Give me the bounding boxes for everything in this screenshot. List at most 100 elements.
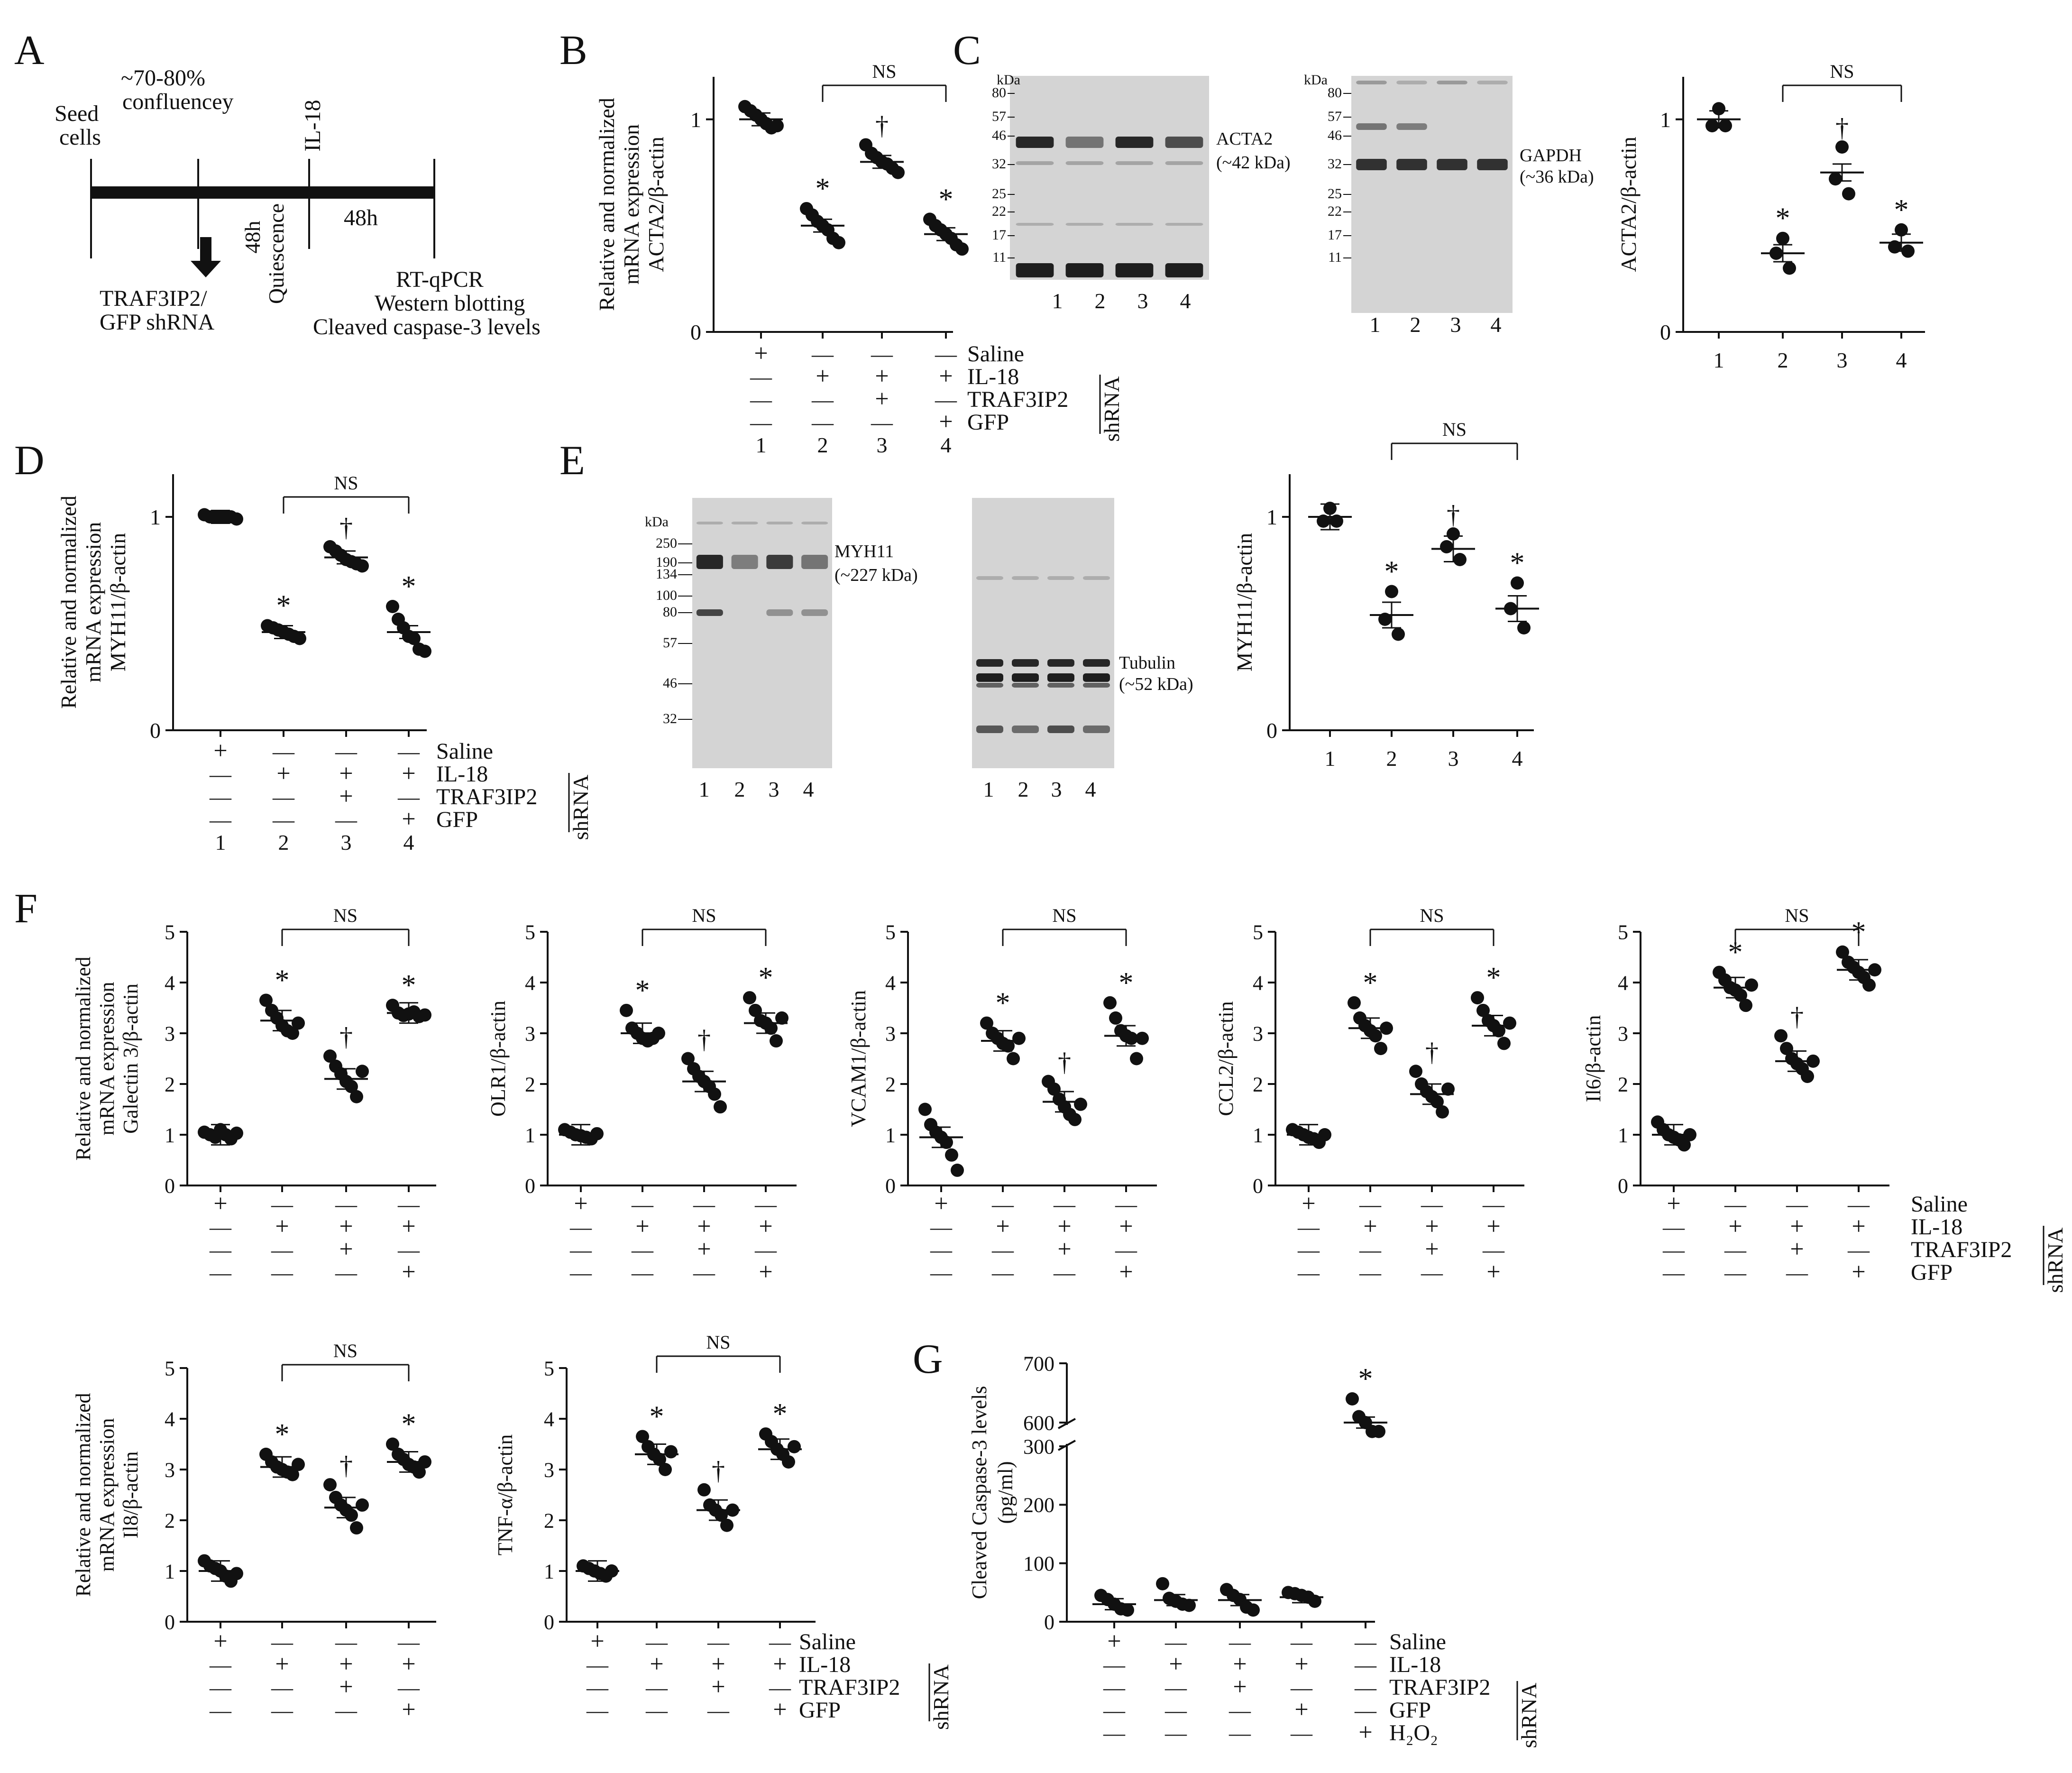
data-point bbox=[1136, 1031, 1149, 1045]
data-point bbox=[1712, 102, 1725, 116]
treatment-sign: + bbox=[1667, 1190, 1680, 1217]
treatment-sign: + bbox=[754, 340, 768, 367]
treatment-sign: — bbox=[271, 1698, 293, 1722]
treatment-sign: + bbox=[1852, 1213, 1865, 1240]
treatment-sign: + bbox=[213, 1628, 227, 1655]
treatment-sign: — bbox=[991, 1260, 1014, 1285]
treatment-sign: + bbox=[875, 363, 889, 390]
treatment-sign: + bbox=[1486, 1259, 1500, 1286]
data-point bbox=[1068, 1112, 1082, 1126]
data-point bbox=[940, 1136, 953, 1149]
y-tick-label: 2 bbox=[525, 1073, 535, 1096]
treatment-sign: + bbox=[773, 1696, 787, 1723]
treatment-sign: — bbox=[1662, 1215, 1685, 1239]
treatment-sign: — bbox=[1164, 1721, 1187, 1745]
data-point bbox=[891, 165, 905, 179]
blot-band bbox=[1115, 137, 1154, 148]
arrow-shrna bbox=[191, 237, 221, 277]
x-tick-label: 1 bbox=[1325, 746, 1336, 771]
treatment-table: + — — —— + + +— — + —— — — + bbox=[930, 1190, 1137, 1286]
x-tick-label: 4 bbox=[1512, 746, 1523, 771]
assay-label: Western blotting bbox=[375, 291, 525, 316]
assay-label: RT-qPCR bbox=[396, 267, 484, 292]
ns-label: NS bbox=[1442, 419, 1467, 440]
blot-band bbox=[976, 726, 1003, 733]
marker-size: 22 bbox=[992, 203, 1006, 219]
data-point bbox=[1392, 627, 1405, 641]
treatment-sign: + bbox=[875, 386, 889, 413]
band-label: ACTA2 bbox=[1216, 129, 1273, 149]
ns-label: NS bbox=[1830, 61, 1854, 82]
chart-F2: 0 1 2 3 4 5 OLR1/β-actin * † * NS bbox=[486, 905, 797, 1197]
treatment-sign: + bbox=[1169, 1651, 1183, 1678]
panel-label-g: G bbox=[913, 1336, 943, 1382]
ns-label: NS bbox=[1420, 905, 1444, 926]
treatment-sign: — bbox=[1297, 1260, 1320, 1285]
treatment-sign: — bbox=[930, 1238, 953, 1262]
band-label: MYH11 bbox=[834, 542, 894, 561]
blot-band bbox=[1477, 159, 1508, 170]
significance-star: * bbox=[1894, 194, 1909, 226]
y-axis-label: mRNA expression bbox=[95, 1418, 119, 1572]
y-tick-label: 0 bbox=[690, 320, 701, 344]
blot-band bbox=[801, 522, 828, 524]
data-point bbox=[356, 1498, 369, 1512]
y-tick-label: 0 bbox=[1618, 1174, 1628, 1197]
treatment-sign: + bbox=[402, 1696, 415, 1723]
treatment-sign: — bbox=[272, 808, 295, 832]
blot-band bbox=[1477, 81, 1508, 84]
blot-band bbox=[801, 555, 828, 569]
treatment-sign: + bbox=[697, 1236, 711, 1263]
lane-number: 4 bbox=[803, 777, 814, 801]
treatment-sign: + bbox=[816, 363, 829, 390]
treatment-sign: — bbox=[1482, 1238, 1505, 1262]
data-point bbox=[1476, 1003, 1490, 1017]
band-label: Tubulin bbox=[1119, 653, 1175, 673]
data-point bbox=[1440, 540, 1453, 553]
band-label: (~36 kDa) bbox=[1520, 167, 1594, 187]
treatment-label: Saline bbox=[436, 739, 493, 764]
treatment-sign: + bbox=[759, 1213, 772, 1240]
ns-label: NS bbox=[706, 1332, 730, 1353]
blot-band bbox=[1083, 576, 1110, 580]
treatment-sign: + bbox=[711, 1673, 725, 1700]
treatment-sign: + bbox=[590, 1628, 604, 1655]
data-point bbox=[1783, 261, 1796, 275]
chart-F1: 0 1 2 3 4 5 Relative and normalized mRNA expres… bbox=[72, 905, 436, 1197]
treatment-sign: — bbox=[335, 808, 358, 832]
treatment-sign: — bbox=[397, 1630, 420, 1654]
treatment-sign: — bbox=[335, 1698, 358, 1722]
blot-band bbox=[1083, 683, 1110, 688]
y-tick-label: 0 bbox=[525, 1174, 535, 1197]
data-point bbox=[664, 1445, 678, 1459]
data-point bbox=[1780, 1042, 1793, 1056]
blot-band bbox=[1047, 576, 1074, 580]
blot-band bbox=[1047, 673, 1074, 682]
band-label: GAPDH bbox=[1520, 146, 1582, 165]
treatment-sign: — bbox=[1724, 1238, 1747, 1262]
x-tick-label: 1 bbox=[1714, 348, 1724, 372]
data-point bbox=[1047, 1082, 1061, 1096]
data-point bbox=[1001, 1039, 1015, 1053]
treatment-sign: — bbox=[272, 739, 295, 763]
y-tick-label: 2 bbox=[165, 1509, 175, 1532]
shrna-label: TRAF3IP2/ bbox=[100, 286, 207, 311]
data-point bbox=[1503, 1016, 1516, 1030]
ns-label: NS bbox=[333, 905, 358, 926]
significance-dagger: † bbox=[875, 111, 889, 140]
data-point bbox=[292, 1016, 305, 1030]
marker-size: 11 bbox=[1328, 249, 1342, 265]
data-point bbox=[980, 1016, 993, 1030]
treatment-sign: — bbox=[631, 1260, 654, 1285]
blot-band bbox=[1065, 161, 1104, 165]
blot-band bbox=[696, 609, 723, 616]
treatment-sign: — bbox=[750, 365, 772, 389]
data-point bbox=[230, 1126, 243, 1140]
data-point bbox=[770, 119, 784, 133]
treatment-sign: + bbox=[574, 1190, 587, 1217]
chart-F3: 0 1 2 3 4 5 VCAM1/β-actin * † * NS bbox=[847, 905, 1157, 1197]
data-point bbox=[1385, 585, 1398, 598]
data-point bbox=[1121, 1603, 1134, 1617]
blot-band bbox=[1437, 81, 1467, 84]
